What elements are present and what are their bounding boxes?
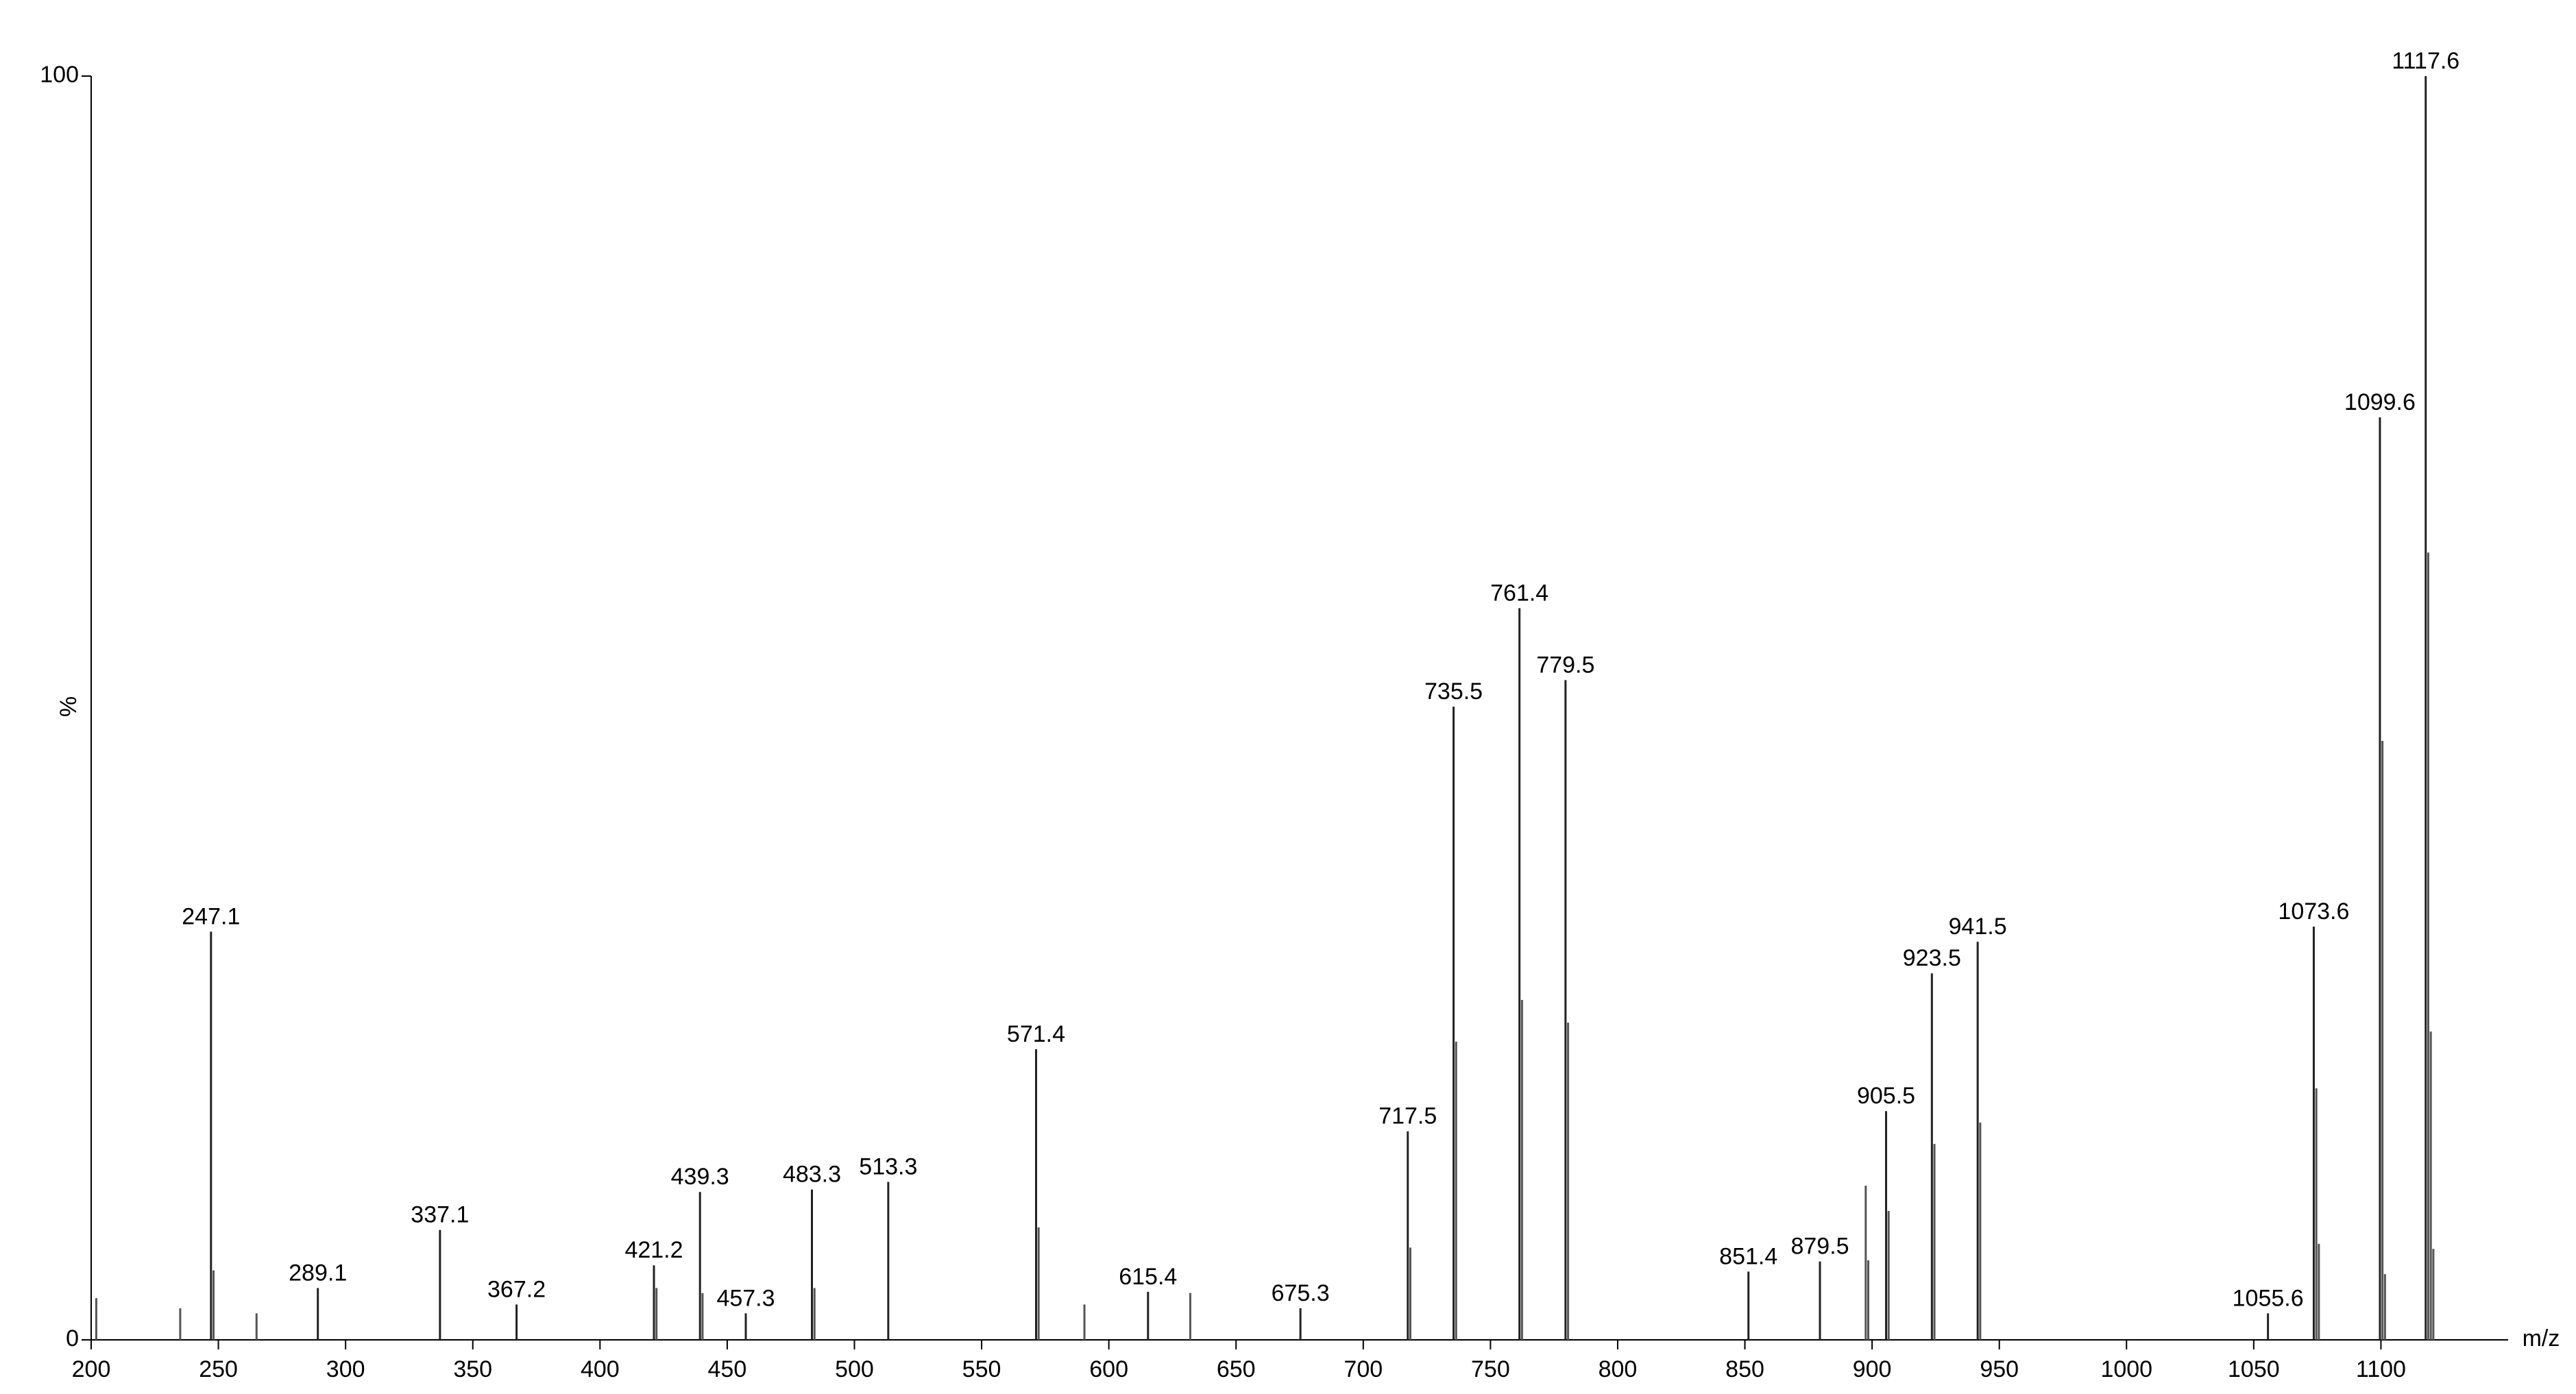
- peak-label: 717.5: [1378, 1103, 1437, 1129]
- x-tick-label: 800: [1599, 1356, 1638, 1382]
- x-tick-label: 650: [1217, 1356, 1256, 1382]
- peak-label: 457.3: [716, 1285, 775, 1311]
- peak-label: 289.1: [289, 1260, 347, 1286]
- x-tick-label: 700: [1344, 1356, 1383, 1382]
- y-axis-label: %: [56, 696, 82, 717]
- x-tick-label: 250: [199, 1356, 238, 1382]
- peak-label: 421.2: [624, 1237, 683, 1263]
- peak-label: 1055.6: [2233, 1285, 2304, 1311]
- x-tick-label: 600: [1089, 1356, 1128, 1382]
- peak-label: 571.4: [1007, 1021, 1065, 1047]
- x-tick-label: 1100: [2356, 1356, 2406, 1382]
- x-tick-label: 400: [581, 1356, 620, 1382]
- peak-label: 851.4: [1719, 1243, 1777, 1269]
- peak-label: 941.5: [1949, 914, 2007, 940]
- x-axis-label: m/z: [2523, 1325, 2560, 1352]
- peak-label: 483.3: [783, 1162, 841, 1188]
- x-tick-label: 450: [708, 1356, 747, 1382]
- peak-label: 761.4: [1490, 580, 1548, 606]
- peak-label: 247.1: [182, 903, 240, 929]
- peak-label: 779.5: [1536, 652, 1594, 678]
- x-tick-label: 500: [835, 1356, 874, 1382]
- x-tick-label: 200: [72, 1356, 111, 1382]
- x-tick-label: 350: [453, 1356, 492, 1382]
- x-tick-label: 300: [326, 1356, 365, 1382]
- x-tick-label: 900: [1853, 1356, 1892, 1382]
- y-tick-label: 100: [40, 62, 79, 88]
- x-tick-label: 550: [962, 1356, 1001, 1382]
- peak-label: 905.5: [1857, 1083, 1915, 1109]
- y-tick-label: 0: [66, 1325, 79, 1352]
- peak-label: 615.4: [1119, 1264, 1177, 1290]
- peak-label: 675.3: [1272, 1280, 1330, 1306]
- x-tick-label: 1050: [2228, 1356, 2280, 1382]
- peak-label: 735.5: [1424, 678, 1483, 705]
- peak-label: 337.1: [411, 1202, 469, 1228]
- peak-label: 923.5: [1903, 945, 1961, 971]
- peak-label: 439.3: [671, 1164, 729, 1190]
- peak-label: 513.3: [859, 1153, 917, 1179]
- peak-label: 1073.6: [2278, 898, 2349, 925]
- x-tick-label: 850: [1725, 1356, 1764, 1382]
- peak-label: 1099.6: [2344, 389, 2416, 415]
- peak-label: 367.2: [487, 1276, 546, 1302]
- peak-label: 879.5: [1790, 1234, 1849, 1260]
- x-tick-label: 950: [1980, 1356, 2019, 1382]
- x-tick-label: 750: [1471, 1356, 1510, 1382]
- x-tick-label: 1000: [2100, 1356, 2152, 1382]
- peak-label: 1117.6: [2392, 48, 2459, 74]
